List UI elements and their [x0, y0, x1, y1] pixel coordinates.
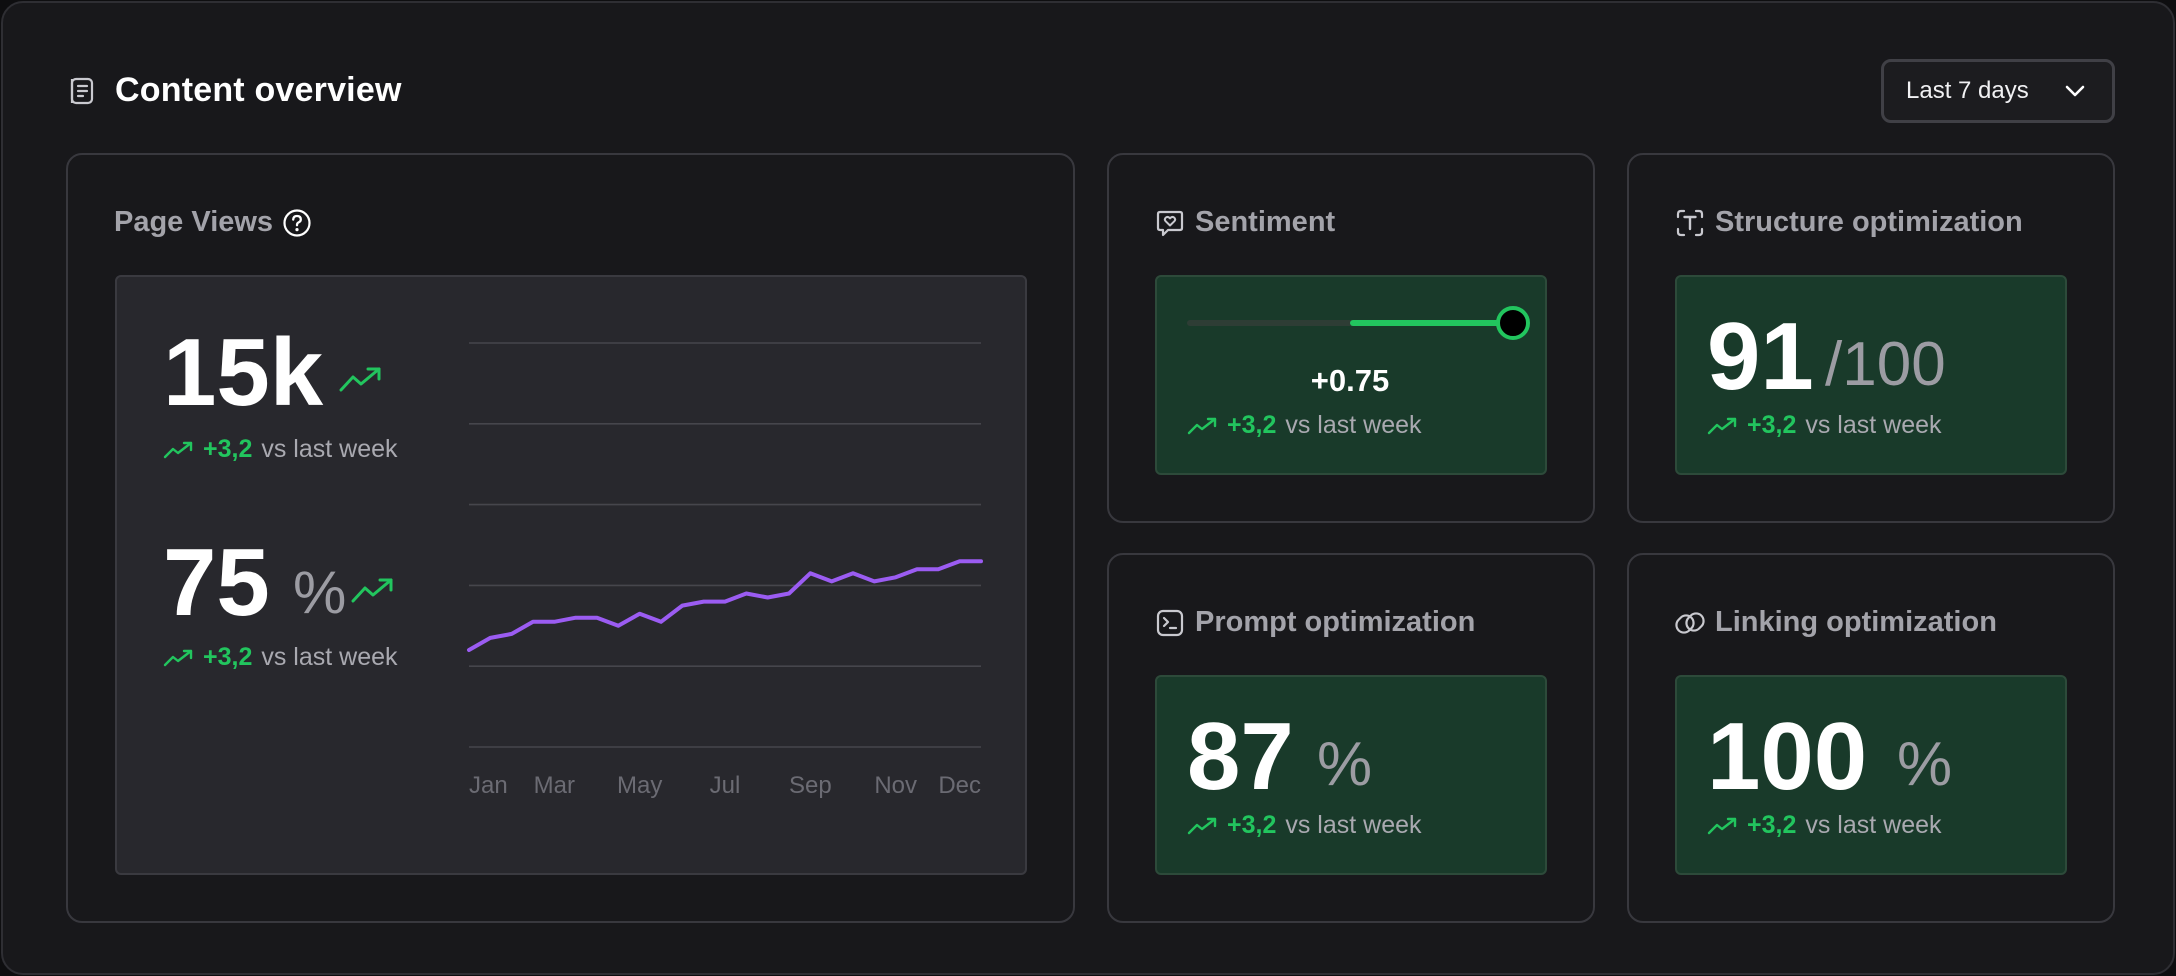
page-views-delta: +3,2 vs last week	[163, 435, 398, 464]
delta-value: +3,2	[1747, 811, 1797, 839]
page-views-title: Page Views	[114, 206, 274, 238]
structure-title: Structure optimization	[1715, 206, 2023, 238]
prompt-value: 87	[1187, 703, 1294, 810]
heart-chat-icon	[1156, 210, 1184, 237]
prompt-title: Prompt optimization	[1195, 606, 1476, 638]
link-icon	[1675, 612, 1705, 634]
document-icon	[70, 77, 94, 105]
x-tick-label: Nov	[874, 772, 917, 799]
terminal-icon	[1156, 609, 1184, 637]
structure-value: 91	[1707, 303, 1814, 410]
page-views-panel	[115, 275, 1027, 875]
x-tick-label: Mar	[534, 772, 575, 799]
delta-label: vs last week	[1285, 811, 1422, 839]
linking-delta: +3,2 vs last week	[1707, 811, 1942, 840]
structure-delta: +3,2 vs last week	[1707, 411, 1942, 440]
delta-label: vs last week	[1285, 411, 1422, 439]
delta-value: +3,2	[203, 643, 253, 671]
text-frame-icon	[1676, 209, 1704, 237]
trend-up-icon	[163, 649, 193, 666]
x-tick-label: Jan	[469, 772, 508, 799]
date-range-label: Last 7 days	[1906, 77, 2029, 104]
linking-metric-box	[1675, 675, 2067, 875]
prompt-metric-box	[1155, 675, 1547, 875]
trend-up-icon	[1187, 817, 1217, 834]
trend-up-icon	[351, 578, 393, 603]
rate-delta: +3,2 vs last week	[163, 643, 398, 672]
sentiment-title: Sentiment	[1195, 206, 1336, 238]
rate-value: 75	[163, 529, 270, 636]
chevron-down-icon	[2065, 85, 2085, 97]
delta-label: vs last week	[1805, 411, 1942, 439]
rate-unit: %	[293, 559, 347, 626]
delta-value: +3,2	[1227, 411, 1277, 439]
page-views-line-chart: Jan Mar May Jul Sep Nov Dec	[467, 342, 983, 799]
delta-label: vs last week	[261, 643, 398, 671]
delta-value: +3,2	[1747, 411, 1797, 439]
structure-unit: /100	[1825, 330, 1946, 399]
x-tick-label: Jul	[710, 772, 741, 799]
delta-label: vs last week	[261, 435, 398, 463]
trend-up-icon	[1707, 817, 1737, 834]
sentiment-slider-fill	[1350, 320, 1513, 326]
sentiment-slider-knob[interactable]	[1496, 306, 1530, 340]
sentiment-delta: +3,2 vs last week	[1187, 411, 1422, 440]
delta-value: +3,2	[203, 435, 253, 463]
delta-label: vs last week	[1805, 811, 1942, 839]
x-tick-label: Dec	[938, 772, 981, 799]
help-circle-icon[interactable]	[282, 208, 312, 238]
prompt-unit: %	[1317, 730, 1373, 799]
prompt-delta: +3,2 vs last week	[1187, 811, 1422, 840]
linking-unit: %	[1897, 730, 1953, 799]
trend-up-icon	[163, 441, 193, 458]
chart-series-line	[467, 559, 983, 652]
x-tick-label: May	[617, 772, 662, 799]
trend-up-icon	[339, 367, 381, 392]
sentiment-value: +0.75	[1310, 363, 1390, 398]
trend-up-icon	[1707, 417, 1737, 434]
trend-up-icon	[1187, 417, 1217, 434]
structure-metric-box	[1675, 275, 2067, 475]
linking-value: 100	[1707, 703, 1868, 810]
linking-title: Linking optimization	[1715, 606, 1997, 638]
sentiment-metric-box	[1155, 275, 1547, 475]
date-range-select[interactable]: Last 7 days	[1881, 59, 2115, 123]
delta-value: +3,2	[1227, 811, 1277, 839]
page-views-value: 15k	[163, 319, 324, 426]
page-title: Content overview	[115, 71, 402, 109]
x-tick-label: Sep	[789, 772, 832, 799]
